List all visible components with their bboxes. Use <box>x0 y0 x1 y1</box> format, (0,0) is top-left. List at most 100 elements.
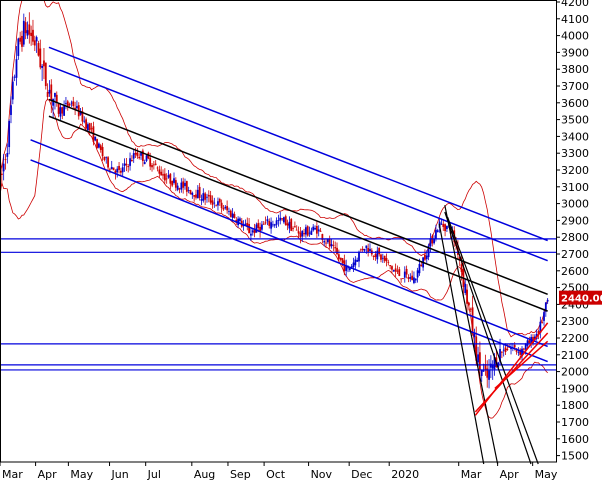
candle <box>259 222 261 238</box>
candle <box>239 216 241 223</box>
candle-body <box>226 206 229 211</box>
candle <box>528 336 531 344</box>
candle <box>391 265 393 273</box>
candle-body <box>380 254 382 260</box>
y-tick-label: 2700 <box>561 248 589 261</box>
candle <box>407 274 410 283</box>
candle-body <box>116 168 119 173</box>
candle-body <box>81 111 84 122</box>
candle <box>228 207 230 216</box>
candle <box>381 253 384 263</box>
candle-body <box>409 277 412 279</box>
candle <box>422 256 425 271</box>
candle-body <box>288 221 291 229</box>
candle-body <box>361 248 364 251</box>
candle-body <box>70 102 73 104</box>
candle <box>354 256 357 270</box>
candle-body <box>444 224 446 232</box>
candle <box>363 248 366 253</box>
candle-body <box>522 348 525 350</box>
candle-body <box>79 110 82 115</box>
candle <box>304 224 307 238</box>
candle <box>163 168 166 184</box>
candle <box>200 194 203 206</box>
candle <box>284 214 287 226</box>
candle <box>286 219 289 231</box>
candle <box>35 35 38 53</box>
candle <box>376 246 379 264</box>
candle-body <box>341 258 344 263</box>
candle-body <box>281 218 283 220</box>
x-tick-label: Sep <box>230 468 251 481</box>
candle-body <box>469 308 472 310</box>
candle-body <box>129 158 131 166</box>
y-tick-label: 3100 <box>561 181 589 194</box>
candle-body <box>248 224 251 234</box>
candle-body <box>493 356 496 370</box>
candle <box>87 122 89 132</box>
candle-body <box>11 81 14 100</box>
candle-body <box>151 165 153 168</box>
candle <box>24 17 27 40</box>
y-tick-label: 2300 <box>561 315 589 328</box>
candle <box>169 173 172 190</box>
red-trend-line <box>474 322 549 416</box>
candle <box>178 187 181 194</box>
candle <box>253 223 256 238</box>
candle-body <box>358 251 360 262</box>
candle <box>48 80 51 97</box>
candle <box>539 316 542 339</box>
candle <box>158 165 161 178</box>
candle-body <box>336 247 338 255</box>
y-tick-label: 3800 <box>561 63 589 76</box>
candle-body <box>125 163 128 166</box>
candle-body <box>381 257 384 259</box>
candle-body <box>499 348 501 362</box>
candle-body <box>539 321 542 334</box>
candle-body <box>299 232 302 238</box>
candle-body <box>141 150 144 162</box>
candle-body <box>140 152 142 156</box>
candle-body <box>119 170 122 173</box>
candle-body <box>229 210 232 217</box>
candle-body <box>272 224 274 226</box>
candle-body <box>352 262 355 267</box>
candle-body <box>145 155 148 161</box>
candle-body <box>0 173 3 175</box>
last-price-tag <box>559 290 602 305</box>
candle <box>46 83 49 101</box>
candle-body <box>383 255 386 261</box>
candle <box>211 195 214 209</box>
candle <box>207 190 210 203</box>
candle <box>182 177 185 194</box>
x-tick-label: Dec <box>351 468 372 481</box>
candle-body <box>292 227 294 229</box>
candle-body <box>286 223 289 226</box>
candle-body <box>502 349 505 351</box>
candle <box>416 267 419 283</box>
candle-body <box>118 165 120 170</box>
candle-body <box>389 265 392 267</box>
candle-body <box>326 239 329 243</box>
candle <box>6 143 9 164</box>
candle-body <box>482 369 485 372</box>
candle-body <box>250 233 252 236</box>
candle-body <box>50 84 53 101</box>
x-tick-label: May <box>535 468 558 481</box>
candle-body <box>101 146 104 157</box>
candle <box>510 342 512 355</box>
candle <box>101 142 104 161</box>
candle-body <box>87 124 89 131</box>
candle <box>270 217 272 234</box>
candle <box>469 307 472 312</box>
x-tick-label: 2020 <box>391 468 419 481</box>
candle <box>467 302 470 311</box>
candle-body <box>546 299 549 302</box>
y-tick-label: 1800 <box>561 399 589 412</box>
candle <box>226 200 229 214</box>
candle-body <box>466 289 468 304</box>
candle-body <box>162 174 164 176</box>
candle-body <box>191 192 194 196</box>
candle <box>70 100 73 107</box>
trend-lines <box>0 46 556 465</box>
